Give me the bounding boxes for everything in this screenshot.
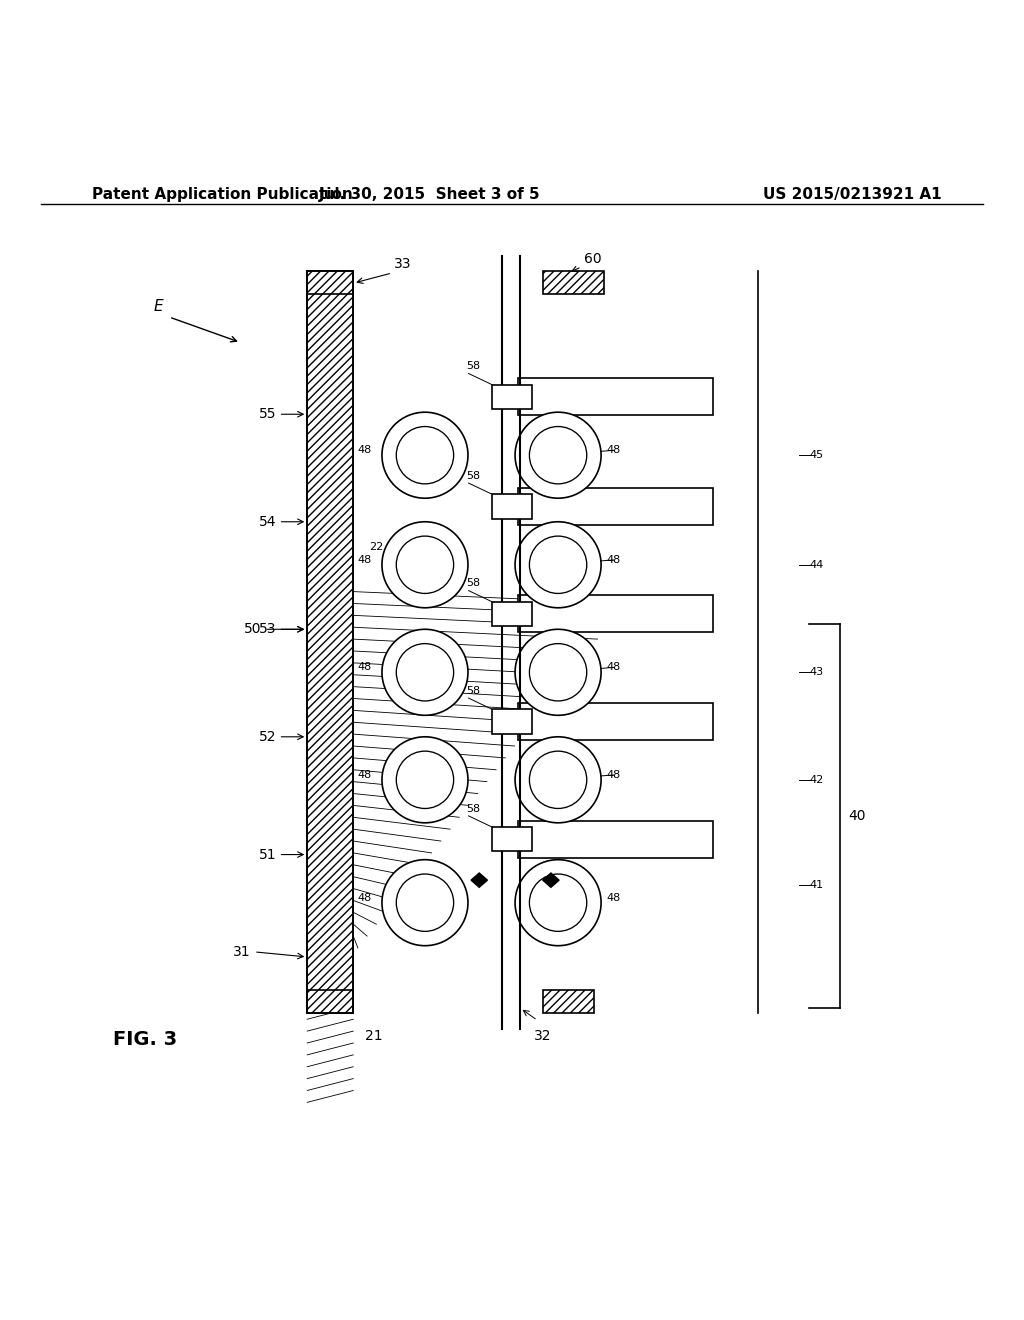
- Text: 50: 50: [244, 622, 261, 636]
- Text: 45: 45: [809, 450, 823, 461]
- Circle shape: [515, 630, 601, 715]
- Text: 53: 53: [259, 622, 276, 636]
- Bar: [543, 271, 604, 294]
- Circle shape: [515, 859, 601, 945]
- Text: 22: 22: [369, 543, 383, 552]
- Text: 48: 48: [606, 445, 621, 455]
- Text: 55: 55: [259, 408, 276, 421]
- Text: 58: 58: [466, 686, 480, 696]
- Text: FIG. 3: FIG. 3: [113, 1030, 177, 1049]
- Circle shape: [382, 521, 468, 607]
- Text: 58: 58: [466, 578, 480, 589]
- Text: 58: 58: [466, 362, 480, 371]
- Bar: [518, 379, 713, 416]
- Polygon shape: [471, 873, 487, 887]
- Text: 48: 48: [357, 892, 372, 903]
- Bar: [518, 704, 713, 741]
- Text: 48: 48: [606, 663, 621, 672]
- Circle shape: [515, 521, 601, 607]
- Circle shape: [515, 412, 601, 498]
- Bar: [492, 826, 532, 851]
- Text: 60: 60: [584, 252, 601, 265]
- Text: 58: 58: [466, 804, 480, 813]
- Text: 36: 36: [584, 888, 598, 899]
- Text: 54: 54: [259, 515, 276, 529]
- Bar: [543, 990, 594, 1014]
- Bar: [492, 602, 532, 626]
- Text: 48: 48: [606, 554, 621, 565]
- Bar: [518, 821, 713, 858]
- Bar: [307, 271, 353, 1014]
- Text: 43: 43: [809, 668, 823, 677]
- Text: 41: 41: [809, 880, 823, 890]
- Text: 48: 48: [357, 663, 372, 672]
- Text: 48: 48: [357, 445, 372, 455]
- Text: 52: 52: [259, 730, 276, 743]
- Circle shape: [382, 737, 468, 822]
- Text: US 2015/0213921 A1: US 2015/0213921 A1: [764, 187, 942, 202]
- Circle shape: [382, 630, 468, 715]
- Text: 48: 48: [606, 892, 621, 903]
- Circle shape: [515, 737, 601, 822]
- Bar: [307, 990, 353, 1014]
- Text: 21: 21: [365, 1028, 383, 1043]
- Polygon shape: [543, 873, 559, 887]
- Bar: [492, 709, 532, 734]
- Text: 32: 32: [534, 1028, 552, 1043]
- Text: 51: 51: [259, 847, 276, 862]
- Text: Jul. 30, 2015  Sheet 3 of 5: Jul. 30, 2015 Sheet 3 of 5: [319, 187, 541, 202]
- Text: 44: 44: [809, 560, 823, 570]
- Bar: [307, 271, 353, 1014]
- Text: 33: 33: [394, 257, 412, 271]
- Text: 42: 42: [809, 775, 823, 785]
- Text: Patent Application Publication: Patent Application Publication: [92, 187, 353, 202]
- Text: 58: 58: [466, 471, 480, 480]
- Text: 48: 48: [357, 770, 372, 780]
- Circle shape: [382, 859, 468, 945]
- Bar: [307, 271, 353, 294]
- Text: 48: 48: [357, 554, 372, 565]
- Circle shape: [382, 412, 468, 498]
- Bar: [518, 595, 713, 632]
- Bar: [492, 384, 532, 409]
- Text: E: E: [154, 300, 164, 314]
- Text: 40: 40: [848, 809, 865, 824]
- Text: 48: 48: [606, 770, 621, 780]
- Bar: [492, 494, 532, 519]
- Text: 36: 36: [384, 887, 398, 896]
- Text: 31: 31: [233, 945, 251, 958]
- Bar: [518, 488, 713, 525]
